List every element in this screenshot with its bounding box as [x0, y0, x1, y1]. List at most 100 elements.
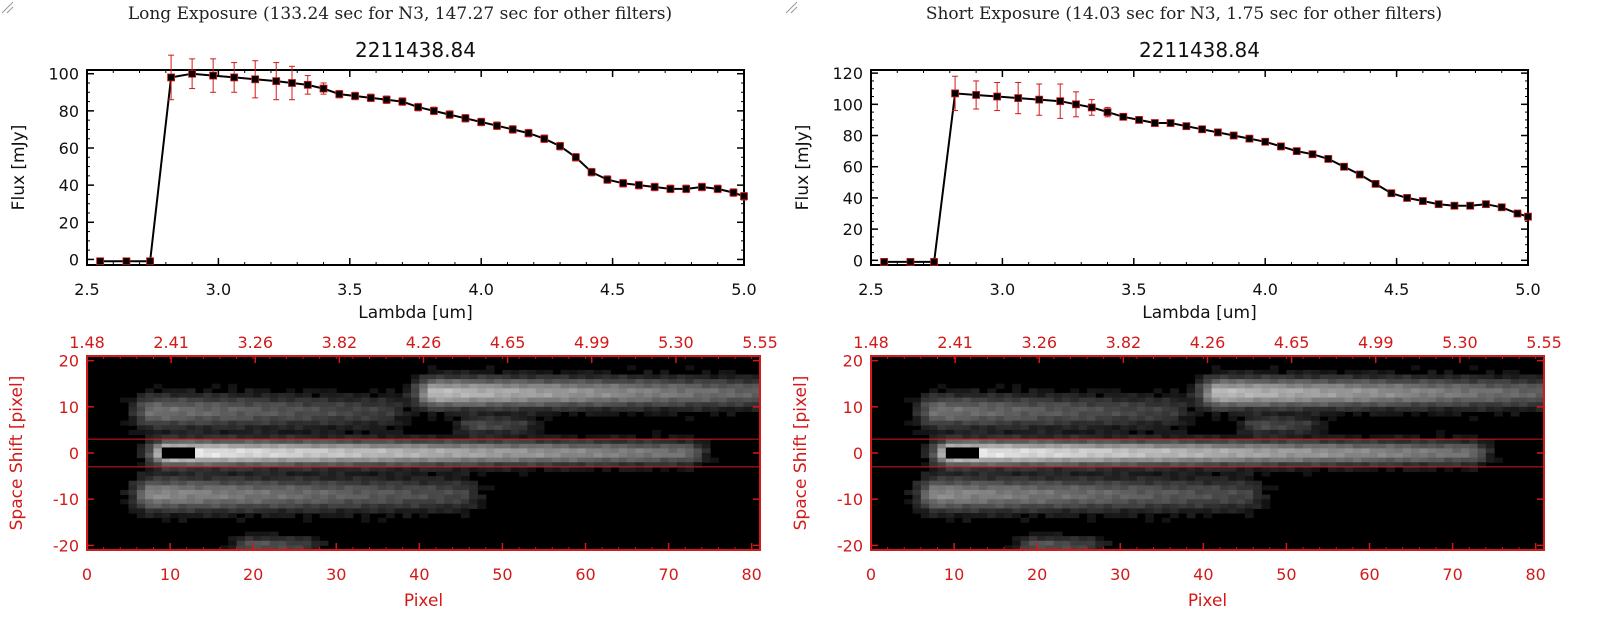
heatmap-cell	[1012, 462, 1022, 468]
heatmap-cell	[311, 439, 321, 445]
heatmap-cell	[477, 411, 487, 417]
heatmap-cell	[1103, 388, 1113, 394]
heatmap-cell	[701, 439, 711, 445]
heatmap-cell	[219, 448, 229, 454]
heatmap-cell	[1253, 411, 1263, 417]
heatmap-cell	[962, 466, 972, 472]
heatmap-cell	[460, 499, 470, 505]
heatmap-cell	[1087, 466, 1096, 472]
heatmap-cell	[303, 545, 312, 551]
heatmap-cell	[1419, 406, 1429, 412]
heatmap-cell	[1452, 434, 1462, 440]
heatmap-cell	[1211, 489, 1221, 496]
heatmap-cell	[685, 457, 695, 463]
heatmap-cell	[344, 489, 354, 496]
heatmap-cell	[1070, 545, 1080, 551]
heatmap-cell	[1037, 406, 1046, 412]
heatmap-cell	[1053, 494, 1063, 500]
heatmap-cell	[1095, 480, 1105, 486]
heatmap-cell	[1178, 439, 1188, 445]
heatmap-cell	[693, 402, 703, 408]
heatmap-cell	[1236, 485, 1246, 491]
heatmap-cell	[568, 457, 578, 463]
heatmap-cell	[962, 476, 972, 482]
heatmap-cell	[1028, 420, 1038, 426]
heatmap-cell	[1303, 392, 1312, 399]
heatmap-cell	[1153, 448, 1163, 454]
heatmap-cell	[660, 411, 670, 417]
heatmap-cell	[402, 420, 412, 426]
heatmap-cell	[1469, 402, 1479, 408]
heatmap-cell	[352, 494, 362, 500]
heatmap-cell	[1261, 429, 1271, 436]
heatmap-cell	[1535, 379, 1545, 385]
heatmap-cell	[519, 466, 528, 472]
heatmap-cell	[1087, 499, 1096, 505]
heatmap-cell	[352, 466, 362, 472]
heatmap-cell	[1303, 420, 1312, 426]
heatmap-cell	[352, 397, 362, 403]
heatmap-cell	[668, 457, 678, 463]
heatmap-cell	[1111, 411, 1121, 417]
heatmap-cell	[527, 397, 537, 403]
heatmap-cell	[303, 489, 312, 496]
heatmap-cell	[419, 508, 429, 514]
heatmap-cell	[1327, 466, 1337, 472]
heatmap-cell	[1153, 508, 1163, 514]
heatmap-cell	[452, 466, 462, 472]
heatmap-cell	[1244, 494, 1254, 500]
heatmap-cell	[145, 462, 154, 468]
heatmap-cell	[327, 439, 337, 445]
heatmap-cell	[1020, 480, 1030, 486]
heatmap-cell	[937, 503, 947, 509]
heatmap-cell	[676, 466, 686, 472]
heatmap-cell	[627, 434, 636, 440]
resize-grip-icon[interactable]	[784, 0, 798, 14]
heatmap-cell	[1294, 392, 1304, 399]
heatmap-cell	[369, 388, 379, 394]
heatmap-cell	[1336, 402, 1346, 408]
heatmap-cell	[552, 443, 562, 449]
heatmap-cell	[427, 416, 437, 422]
data-point	[634, 181, 643, 190]
heatmap-cell	[1111, 480, 1121, 486]
heatmap-cell	[1286, 443, 1296, 449]
heatmap-cell	[1062, 416, 1071, 422]
heatmap-cell	[394, 392, 404, 399]
heatmap-cell	[1178, 425, 1188, 431]
heatmap-cell	[945, 462, 955, 468]
resize-grip-icon[interactable]	[0, 0, 14, 14]
heatmap-cell	[1369, 457, 1379, 463]
heatmap-cell	[593, 379, 603, 385]
heatmap-cell	[987, 476, 997, 482]
heatmap-cell	[1178, 416, 1188, 422]
heatmap-cell	[352, 411, 362, 417]
heatmap-cell	[170, 466, 179, 472]
heatmap-cell	[1020, 420, 1030, 426]
heatmap-cell	[1070, 402, 1080, 408]
heatmap-cell	[668, 443, 678, 449]
heatmap-cell	[1244, 392, 1254, 399]
heatmap-cell	[286, 434, 296, 440]
heatmap-cell	[203, 425, 213, 431]
heatmap-cell	[261, 471, 271, 477]
heatmap-cell	[435, 480, 445, 486]
heatmap-cell	[1203, 406, 1213, 412]
heatmap-cell	[269, 508, 279, 514]
heatmap-cell	[1319, 397, 1329, 403]
heatmap-cell	[394, 443, 404, 449]
heatmap-cell	[1294, 425, 1304, 431]
heatmap-cell	[693, 462, 703, 468]
heatmap-cell	[303, 420, 312, 426]
heatmap-cell	[1485, 443, 1495, 449]
heatmap-cell	[1103, 406, 1113, 412]
heatmap-cell	[228, 462, 238, 468]
heatmap-cell	[560, 406, 570, 412]
heatmap-cell	[1211, 462, 1221, 468]
heatmap-cell	[211, 425, 221, 431]
heatmap-cell	[676, 439, 686, 445]
heatmap-cell	[987, 448, 997, 454]
heatmap-cell	[1444, 457, 1454, 463]
heatmap-cell	[929, 397, 938, 403]
heatmap-cell	[153, 443, 163, 449]
